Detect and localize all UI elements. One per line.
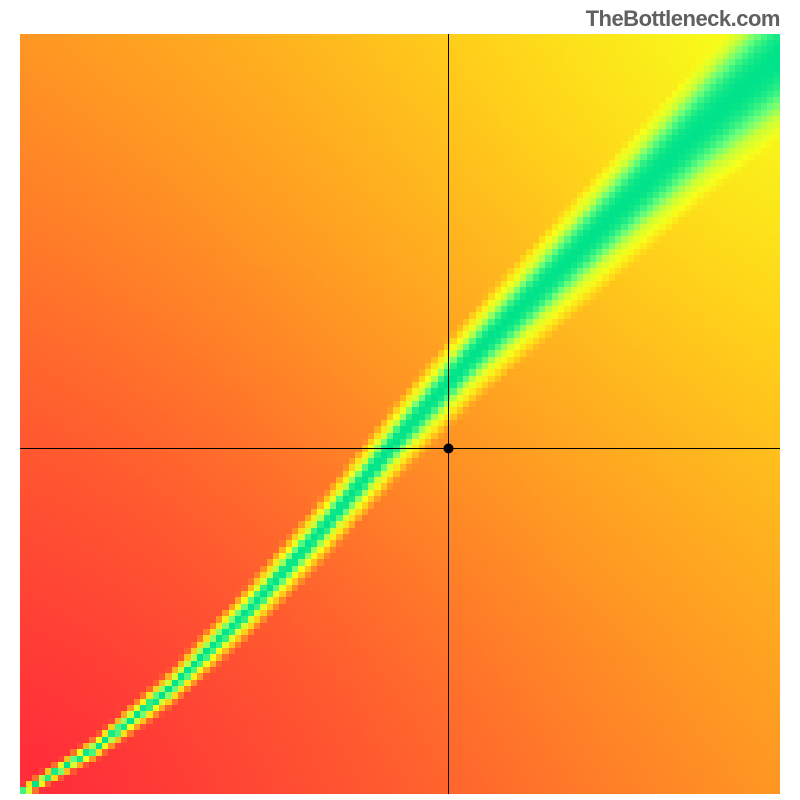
heatmap-canvas — [20, 34, 780, 794]
watermark-text: TheBottleneck.com — [586, 6, 780, 32]
chart-container: TheBottleneck.com — [0, 0, 800, 800]
plot-area — [20, 34, 780, 794]
